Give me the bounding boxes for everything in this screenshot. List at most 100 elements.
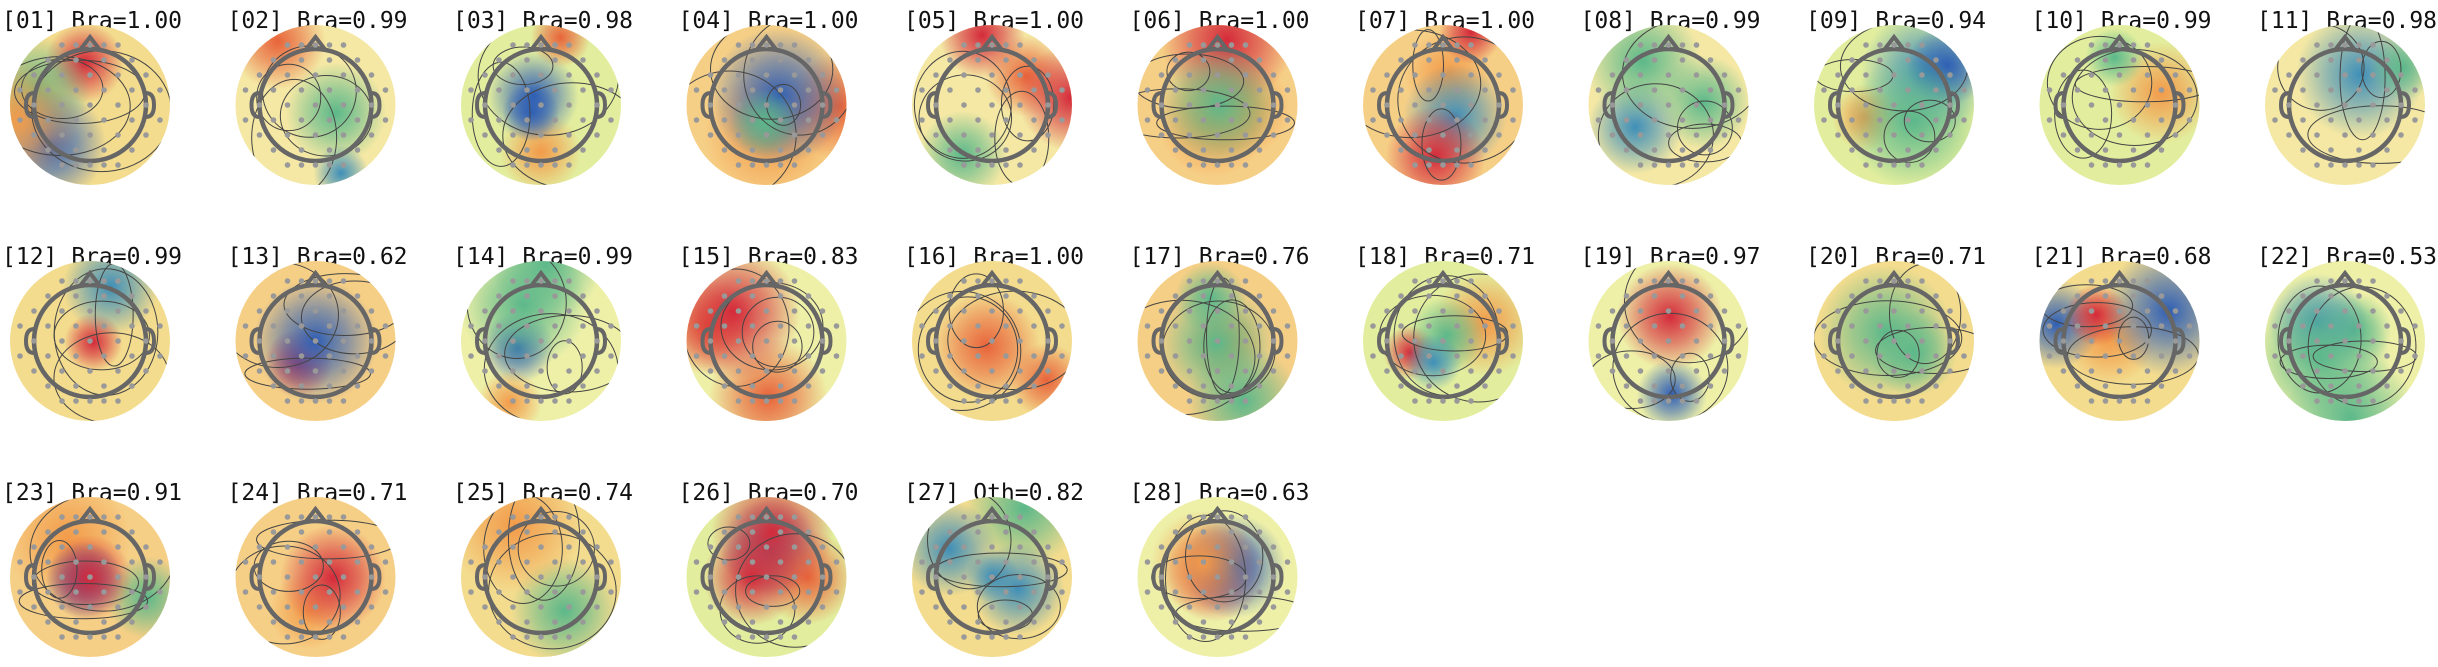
- electrode: [312, 72, 319, 78]
- electrode: [510, 338, 516, 344]
- electrode: [1398, 353, 1404, 359]
- electrode: [2116, 162, 2123, 168]
- electrode: [2356, 87, 2362, 93]
- electrode: [791, 544, 798, 550]
- electrode: [1877, 383, 1883, 389]
- electrode: [1158, 102, 1165, 108]
- electrode: [2384, 353, 2390, 359]
- electrode: [115, 308, 121, 314]
- head-nose: [78, 505, 102, 524]
- contour-line: [2277, 25, 2365, 111]
- electrode: [354, 87, 361, 93]
- electrode: [270, 117, 277, 123]
- electrode: [707, 368, 714, 374]
- head-ear: [249, 91, 260, 119]
- electrode: [1270, 338, 1277, 344]
- electrode: [115, 574, 121, 580]
- electrode: [777, 514, 784, 520]
- electrode: [1877, 398, 1883, 404]
- electrode: [1707, 147, 1714, 153]
- electrode: [242, 323, 249, 329]
- electrode: [735, 514, 742, 520]
- head-ear: [1602, 327, 1613, 355]
- head-ear: [822, 327, 833, 355]
- electrode: [1228, 323, 1235, 329]
- electrode: [1214, 162, 1221, 168]
- electrode: [340, 132, 347, 138]
- electrode: [1905, 293, 1911, 299]
- head-ear: [2053, 91, 2064, 119]
- electrode: [101, 589, 107, 595]
- electrode: [510, 42, 516, 48]
- head-ear: [23, 563, 35, 591]
- electrode: [2328, 353, 2334, 359]
- electrode: [510, 162, 516, 168]
- contour-line: [53, 300, 150, 371]
- electrode: [975, 293, 981, 299]
- electrode: [312, 308, 319, 314]
- electrode: [933, 604, 939, 610]
- electrode: [1003, 57, 1009, 63]
- electrode: [298, 117, 305, 123]
- electrode: [1454, 42, 1460, 48]
- electrode: [1370, 353, 1376, 359]
- electrode: [989, 574, 995, 580]
- electrode: [1426, 293, 1432, 299]
- electrode: [2384, 383, 2390, 389]
- electrode: [1031, 293, 1037, 299]
- electrode: [242, 589, 249, 595]
- electrode: [31, 368, 37, 374]
- electrode: [87, 604, 93, 610]
- electrode: [1468, 162, 1474, 168]
- electrode: [1412, 162, 1418, 168]
- electrode: [1398, 293, 1404, 299]
- electrode: [45, 353, 51, 359]
- electrode: [524, 162, 530, 168]
- topomap: [912, 261, 1072, 421]
- electrode: [1228, 293, 1235, 299]
- electrode: [2328, 117, 2334, 123]
- electrode: [1835, 102, 1841, 108]
- electrode: [2172, 72, 2179, 78]
- topomap: [461, 497, 621, 657]
- electrode: [805, 57, 812, 63]
- electrode: [1721, 102, 1728, 108]
- electrode: [777, 559, 784, 565]
- electrode: [45, 57, 51, 63]
- electrode: [749, 323, 756, 329]
- electrode: [2130, 383, 2137, 389]
- electrode: [566, 368, 572, 374]
- electrode: [1665, 102, 1672, 108]
- electrode: [1609, 132, 1616, 138]
- electrode: [2356, 398, 2362, 404]
- head-ear: [2400, 91, 2412, 119]
- electrode: [538, 544, 544, 550]
- head-ear: [1376, 327, 1388, 355]
- electrode: [580, 383, 586, 389]
- electrode: [1721, 308, 1728, 314]
- electrode: [693, 117, 700, 123]
- electrode: [101, 162, 107, 168]
- electrode: [368, 72, 375, 78]
- electrode: [59, 368, 65, 374]
- electrode: [1637, 162, 1644, 168]
- electrode: [1200, 57, 1207, 63]
- electrode: [2074, 323, 2081, 329]
- topomap: [686, 497, 847, 657]
- electrode: [31, 72, 37, 78]
- electrode: [256, 132, 263, 138]
- electrode: [1228, 559, 1235, 565]
- electrode: [2300, 383, 2306, 389]
- head-ear: [925, 91, 937, 119]
- electrode: [1877, 323, 1883, 329]
- electrode: [510, 132, 516, 138]
- electrode: [524, 117, 530, 123]
- electrode: [777, 323, 784, 329]
- electrode: [1284, 559, 1291, 565]
- electrode: [552, 117, 558, 123]
- electrode: [1059, 117, 1065, 123]
- electrode: [566, 42, 572, 48]
- electrode: [1440, 102, 1446, 108]
- electrode: [763, 338, 770, 344]
- electrode: [1693, 308, 1700, 314]
